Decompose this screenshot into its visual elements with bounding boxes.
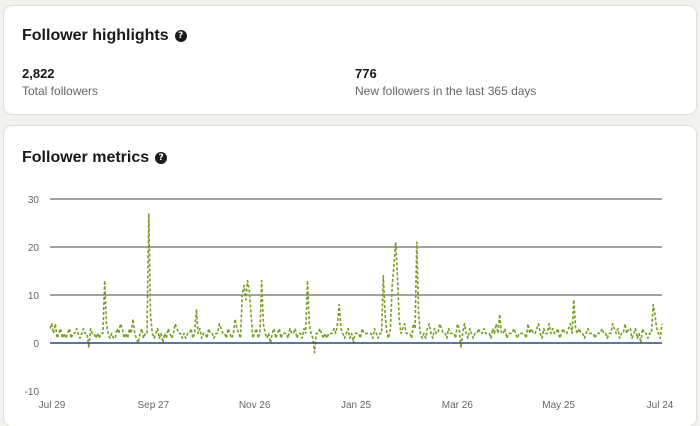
question-circle-icon[interactable]: ?: [174, 30, 187, 42]
question-circle-icon[interactable]: ?: [155, 152, 168, 164]
y-tick-label: -10: [25, 387, 40, 398]
y-tick-label: 20: [28, 243, 40, 254]
new-followers-stat: 776 New followers in the last 365 days: [355, 66, 536, 98]
y-tick-label: 0: [33, 339, 39, 350]
new-followers-label: New followers in the last 365 days: [355, 84, 537, 98]
follower-metrics-title: Follower metrics ?: [22, 149, 168, 167]
follower-gain-series-line: [49, 212, 663, 354]
follower-metrics-title-text: Follower metrics: [22, 149, 150, 166]
total-followers-label: Total followers: [22, 84, 99, 98]
follower-highlights-card: Follower highlights ? 2,822 Total follow…: [4, 6, 696, 114]
x-tick-label: Jul 24: [647, 400, 674, 411]
x-tick-label: Mar 26: [442, 400, 474, 411]
new-followers-value: 776: [355, 66, 377, 81]
x-tick-label: May 25: [542, 400, 575, 411]
follower-highlights-title-text: Follower highlights: [22, 27, 169, 44]
x-tick-label: Jul 29: [39, 400, 66, 411]
total-followers-stat: 2,822 Total followers: [22, 66, 98, 98]
x-tick-label: Nov 26: [239, 400, 271, 411]
y-tick-label: 10: [28, 291, 40, 302]
x-tick-label: Jan 25: [341, 400, 371, 411]
follower-metrics-card: Follower metrics ?: [4, 126, 696, 426]
y-tick-label: 30: [28, 195, 40, 206]
follower-highlights-title: Follower highlights ?: [22, 27, 187, 45]
total-followers-value: 2,822: [22, 66, 55, 81]
x-tick-label: Sep 27: [137, 400, 169, 411]
